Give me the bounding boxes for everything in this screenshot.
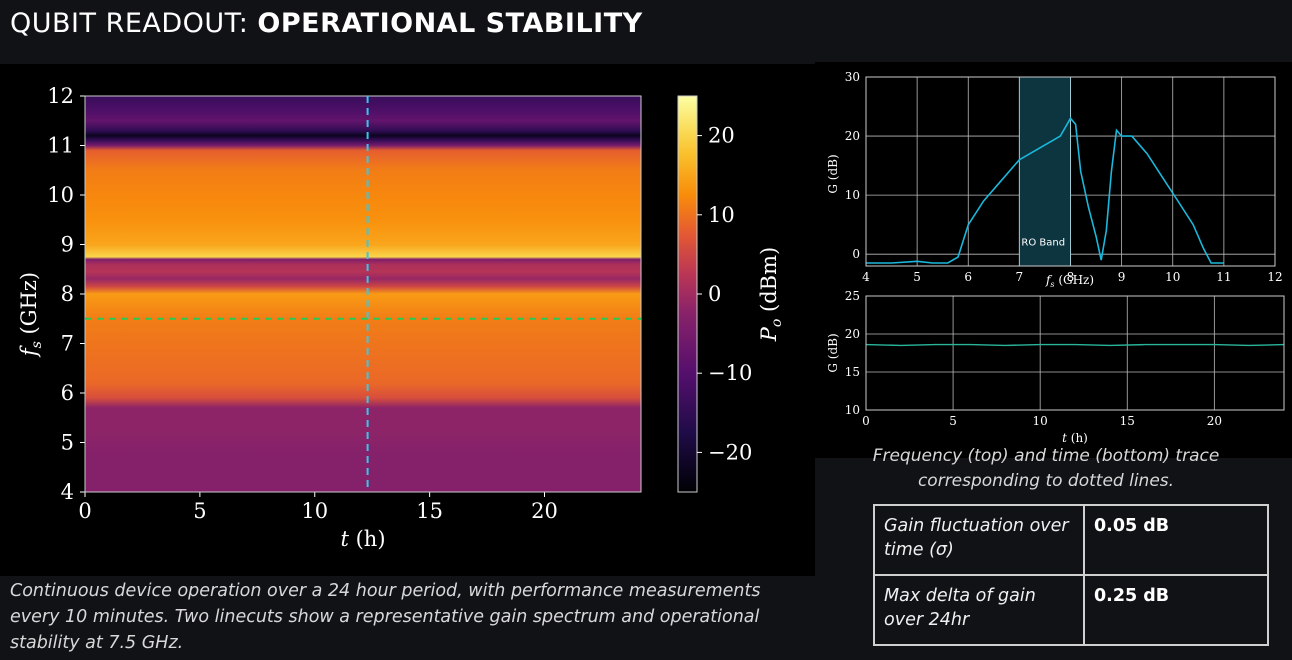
- ro-band: [1018, 76, 1071, 267]
- y-tick-label: 15: [845, 365, 860, 379]
- x-tick-label: 9: [1118, 270, 1126, 284]
- y-tick-label: 6: [61, 381, 74, 405]
- y-tick-label: 25: [845, 289, 860, 303]
- caption-right: Frequency (top) and time (bottom) trace …: [872, 446, 1220, 491]
- x-tick-label: 8: [1067, 270, 1075, 284]
- y-tick-label: 5: [61, 431, 74, 455]
- heatmap-xlabel: t (h): [340, 527, 385, 551]
- x-tick-label: 7: [1016, 270, 1024, 284]
- heatmap-chart: 0 5 10 15 20 4 5 6 7 8 9 10 11 12 20 10 0 −10 −20 t (h) f…: [17, 84, 785, 551]
- frequency-trace-chart: RO Band 4 5 6 7 8 9 10 11 12 0 10 20 30 fs (GHz) G (…: [826, 70, 1283, 289]
- y-tick-label: 20: [845, 327, 860, 341]
- freq-ylabel: G (dB): [826, 154, 840, 193]
- colorbar-tick-label: 20: [708, 124, 735, 148]
- y-tick-label: 9: [61, 233, 74, 257]
- x-tick-label: 10: [1033, 414, 1048, 428]
- colorbar-tick-label: 0: [708, 282, 721, 306]
- freq-xlabel: fs (GHz): [1045, 273, 1094, 289]
- heatmap-ylabel: fs (GHz): [17, 272, 45, 358]
- time-xlabel: t (h): [1062, 431, 1088, 445]
- x-tick-label: 15: [416, 499, 443, 523]
- y-tick-label: 8: [61, 282, 74, 306]
- y-tick-label: 4: [61, 480, 74, 504]
- colorbar: [677, 95, 698, 493]
- x-tick-label: 10: [301, 499, 328, 523]
- y-tick-label: 12: [47, 84, 74, 108]
- table-row: Gain fluctuation over time (σ) 0.05 dB: [873, 504, 1269, 576]
- colorbar-tick-label: −20: [708, 440, 752, 464]
- x-tick-label: 4: [862, 270, 870, 284]
- x-tick-label: 15: [1120, 414, 1135, 428]
- y-tick-label: 20: [845, 129, 860, 143]
- gain-spectrum-trace: [866, 116, 1224, 264]
- title-bold: OPERATIONAL STABILITY: [257, 8, 643, 39]
- stat-value: 0.25 dB: [1083, 574, 1269, 646]
- x-tick-label: 20: [1207, 414, 1222, 428]
- ro-band-label: RO Band: [1021, 237, 1065, 248]
- x-tick-label: 5: [949, 414, 957, 428]
- x-tick-label: 20: [531, 499, 558, 523]
- colorbar-tick-label: −10: [708, 361, 752, 385]
- y-tick-label: 10: [47, 183, 74, 207]
- stat-value: 0.05 dB: [1083, 504, 1269, 576]
- stats-table: Gain fluctuation over time (σ) 0.05 dB M…: [873, 504, 1269, 646]
- x-tick-label: 6: [964, 270, 972, 284]
- table-row: Max delta of gain over 24hr 0.25 dB: [873, 574, 1269, 646]
- stat-label: Max delta of gain over 24hr: [873, 574, 1085, 646]
- x-tick-label: 0: [862, 414, 870, 428]
- stat-label: Gain fluctuation over time (σ): [873, 504, 1085, 576]
- y-tick-label: 10: [845, 403, 860, 417]
- time-trace-chart: 0 5 10 15 20 10 15 20 25 t (h) G (dB): [826, 289, 1285, 445]
- title-light: QUBIT READOUT:: [10, 8, 258, 39]
- y-tick-label: 0: [852, 247, 860, 261]
- colorbar-label: Po (dBm): [757, 247, 785, 342]
- x-tick-label: 5: [193, 499, 206, 523]
- heatmap-area: [84, 95, 642, 493]
- x-tick-label: 12: [1267, 270, 1282, 284]
- x-tick-label: 10: [1165, 270, 1180, 284]
- y-tick-label: 11: [47, 134, 74, 158]
- x-tick-label: 11: [1216, 270, 1231, 284]
- caption-left: Continuous device operation over a 24 ho…: [10, 581, 761, 653]
- x-tick-label: 5: [913, 270, 921, 284]
- colorbar-tick-label: 10: [708, 203, 735, 227]
- x-tick-label: 0: [78, 499, 91, 523]
- y-tick-label: 10: [845, 188, 860, 202]
- time-ylabel: G (dB): [826, 333, 840, 372]
- gain-time-trace: [865, 343, 1285, 347]
- y-tick-label: 7: [61, 332, 74, 356]
- y-tick-label: 30: [845, 70, 860, 84]
- page-title: QUBIT READOUT: OPERATIONAL STABILITY: [10, 8, 643, 39]
